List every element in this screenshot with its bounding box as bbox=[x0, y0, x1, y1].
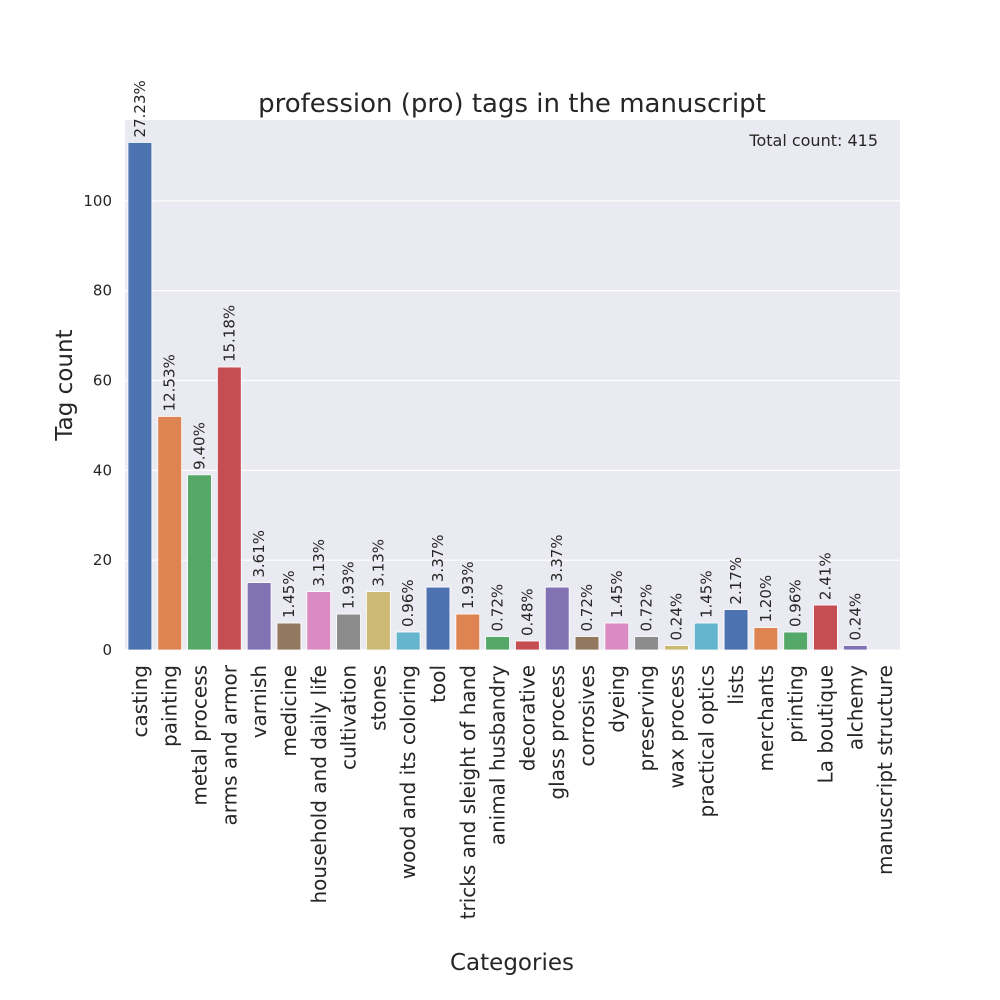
bar-value-label: 2.41% bbox=[816, 552, 834, 600]
bar-value-label: 0.96% bbox=[399, 579, 417, 627]
y-tick-labels: 0 20 40 60 80 100 bbox=[83, 192, 112, 659]
x-tick-label: arms and armor bbox=[217, 664, 241, 825]
bar-value-label: 0.24% bbox=[846, 593, 864, 641]
bar-value-label: 1.93% bbox=[340, 561, 358, 609]
bar-value-label: 3.37% bbox=[429, 534, 447, 582]
bar bbox=[217, 366, 242, 651]
y-tick-label: 40 bbox=[93, 461, 112, 479]
bar bbox=[276, 622, 302, 651]
x-tick-label: painting bbox=[158, 665, 182, 747]
y-tick-label: 80 bbox=[93, 282, 112, 300]
x-tick-label: practical optics bbox=[694, 665, 718, 817]
x-tick-label: dyeing bbox=[605, 665, 629, 733]
bar bbox=[425, 586, 451, 651]
bar bbox=[544, 586, 570, 651]
x-tick-label: metal process bbox=[188, 665, 212, 806]
x-tick-label: wood and its coloring bbox=[396, 665, 420, 879]
bar-value-label: 0.96% bbox=[787, 579, 805, 627]
bar bbox=[783, 631, 808, 651]
bar bbox=[604, 622, 630, 651]
bar bbox=[664, 645, 689, 651]
bar bbox=[693, 622, 719, 651]
bar-value-label: 1.45% bbox=[608, 570, 626, 618]
bar bbox=[127, 142, 153, 651]
x-axis-title: Categories bbox=[450, 950, 574, 976]
bar-value-label: 9.40% bbox=[191, 422, 209, 470]
bar-value-label: 15.18% bbox=[220, 305, 238, 362]
bar-value-label: 0.24% bbox=[667, 593, 685, 641]
bar bbox=[336, 613, 361, 651]
x-tick-label: casting bbox=[128, 665, 152, 737]
bar-value-label: 3.61% bbox=[250, 530, 268, 578]
x-tick-label: varnish bbox=[247, 665, 271, 738]
bar-value-label: 0.72% bbox=[578, 584, 596, 632]
bar-value-label: 0.48% bbox=[518, 588, 536, 636]
x-tick-label: manuscript structure bbox=[873, 665, 897, 875]
x-tick-label: printing bbox=[784, 665, 808, 743]
x-tick-label: wax process bbox=[664, 665, 688, 789]
bar bbox=[634, 636, 659, 651]
bar bbox=[455, 613, 481, 651]
bar bbox=[306, 591, 332, 651]
bar bbox=[246, 582, 272, 651]
x-tick-label: lists bbox=[724, 665, 748, 705]
x-tick-label: stones bbox=[366, 665, 390, 731]
bar bbox=[187, 474, 212, 651]
x-tick-label: animal husbandry bbox=[486, 665, 510, 845]
bar bbox=[842, 645, 868, 651]
bar-value-label: 0.72% bbox=[489, 584, 507, 632]
plot-area bbox=[125, 120, 900, 650]
x-tick-label: cultivation bbox=[337, 665, 361, 770]
y-tick-label: 100 bbox=[83, 192, 112, 210]
x-tick-label: preserving bbox=[635, 665, 659, 772]
bars bbox=[127, 142, 868, 651]
x-tick-label: household and daily life bbox=[307, 665, 331, 904]
bar-value-label: 3.13% bbox=[310, 539, 328, 587]
bar bbox=[515, 640, 540, 651]
bar-value-label: 1.93% bbox=[459, 561, 477, 609]
y-tick-label: 60 bbox=[93, 372, 112, 390]
x-tick-label: corrosives bbox=[575, 665, 599, 767]
bar-value-label: 12.53% bbox=[161, 354, 179, 411]
bar bbox=[574, 636, 600, 651]
bar-value-label: 3.37% bbox=[548, 534, 566, 582]
x-tick-labels: casting painting metal process arms and arm… bbox=[128, 664, 897, 919]
x-tick-label: decorative bbox=[515, 665, 539, 771]
x-tick-label: merchants bbox=[754, 665, 778, 771]
bar bbox=[157, 416, 183, 651]
x-tick-label: medicine bbox=[277, 665, 301, 757]
x-tick-label: glass process bbox=[545, 665, 569, 800]
bar bbox=[366, 591, 391, 651]
total-count-annotation: Total count: 415 bbox=[748, 131, 878, 150]
bar bbox=[395, 631, 421, 651]
bar-value-label: 0.72% bbox=[638, 584, 656, 632]
x-tick-label: tool bbox=[426, 665, 450, 703]
bar-value-label: 3.13% bbox=[369, 539, 387, 587]
y-axis-title: Tag count bbox=[52, 329, 78, 441]
y-tick-label: 20 bbox=[93, 551, 112, 569]
x-tick-label: La boutique bbox=[813, 665, 837, 783]
bar-value-label: 2.17% bbox=[727, 557, 745, 605]
bar-value-label: 1.20% bbox=[757, 575, 775, 623]
bar-value-label: 1.45% bbox=[697, 570, 715, 618]
chart-title: profession (pro) tags in the manuscript bbox=[258, 89, 766, 119]
bar bbox=[723, 609, 749, 651]
y-tick-label: 0 bbox=[102, 641, 112, 659]
bar-value-labels: 27.23% 12.53% 9.40% 15.18% 3.61% 1.45% 3.13% 1.… bbox=[131, 80, 864, 640]
x-tick-label: tricks and sleight of hand bbox=[456, 665, 480, 919]
bar-value-label: 1.45% bbox=[280, 570, 298, 618]
bar bbox=[813, 604, 838, 651]
bar bbox=[485, 636, 510, 651]
x-tick-label: alchemy bbox=[843, 665, 867, 750]
bar bbox=[753, 627, 779, 651]
bar-value-label: 27.23% bbox=[131, 80, 149, 137]
